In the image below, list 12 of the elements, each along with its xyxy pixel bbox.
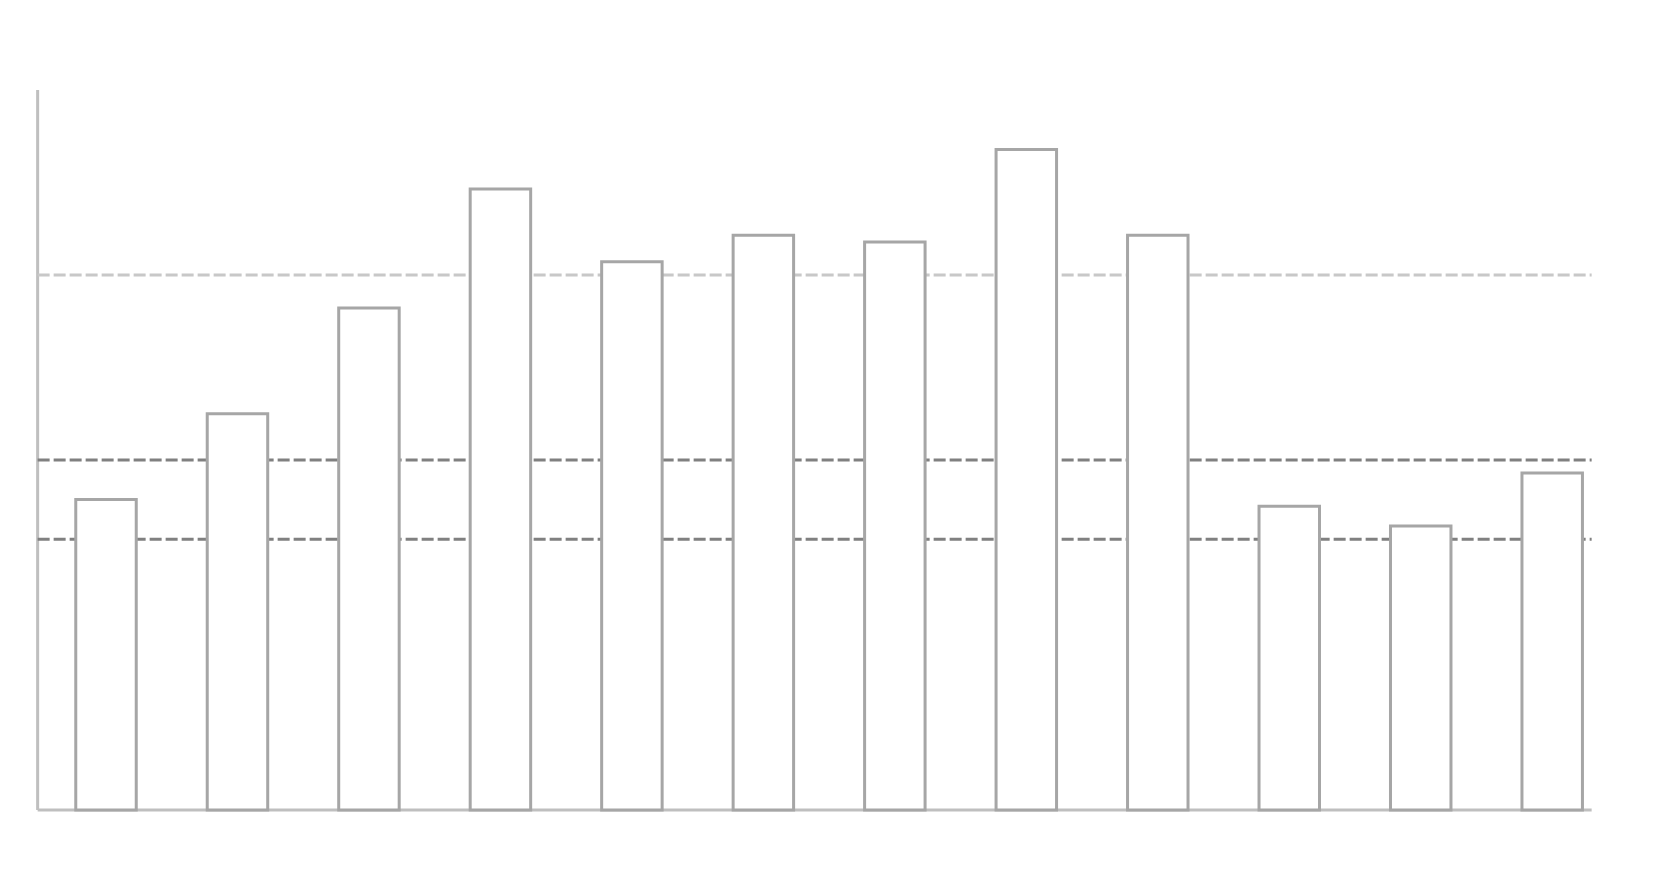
bar [74, 498, 138, 812]
bar [1389, 524, 1453, 812]
bar [1520, 471, 1584, 812]
bar [468, 187, 533, 812]
bar [600, 260, 664, 812]
bar [1257, 504, 1321, 812]
bar [994, 147, 1059, 812]
bar [337, 306, 401, 812]
bar [205, 412, 270, 812]
bar [863, 240, 927, 812]
bar [731, 233, 796, 812]
bar [1126, 233, 1190, 812]
